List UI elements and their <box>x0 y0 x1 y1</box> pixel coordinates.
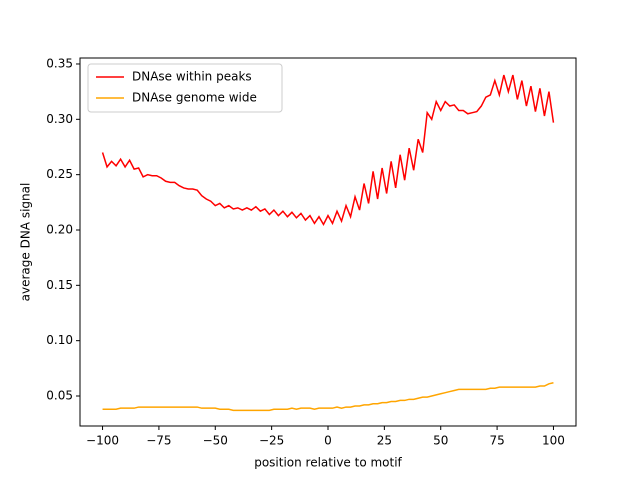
legend-label: DNAse genome wide <box>132 91 257 105</box>
plot-frame <box>79 57 577 427</box>
y-tick-label: 0.05 <box>46 389 73 403</box>
y-tick-label: 0.10 <box>46 333 73 347</box>
y-tick-label: 0.35 <box>46 56 73 70</box>
y-tick-label: 0.15 <box>46 278 73 292</box>
legend-label: DNAse within peaks <box>132 70 252 84</box>
x-tick-label: −25 <box>259 434 284 448</box>
x-axis-label: position relative to motif <box>254 456 402 470</box>
x-tick-label: 75 <box>489 434 504 448</box>
y-axis-label: average DNA signal <box>19 183 33 302</box>
y-tick-label: 0.30 <box>46 112 73 126</box>
line-series <box>101 74 555 227</box>
x-tick-label: −75 <box>146 434 171 448</box>
line-series <box>102 382 554 412</box>
y-tick-label: 0.25 <box>46 167 73 181</box>
x-tick-label: 0 <box>324 434 332 448</box>
x-tick-label: 100 <box>542 434 565 448</box>
x-tick-label: −50 <box>203 434 228 448</box>
x-tick-label: 50 <box>433 434 448 448</box>
x-tick-label: 25 <box>377 434 392 448</box>
legend-box <box>87 63 283 113</box>
y-tick-label: 0.20 <box>46 222 73 236</box>
x-tick-label: −100 <box>86 434 119 448</box>
